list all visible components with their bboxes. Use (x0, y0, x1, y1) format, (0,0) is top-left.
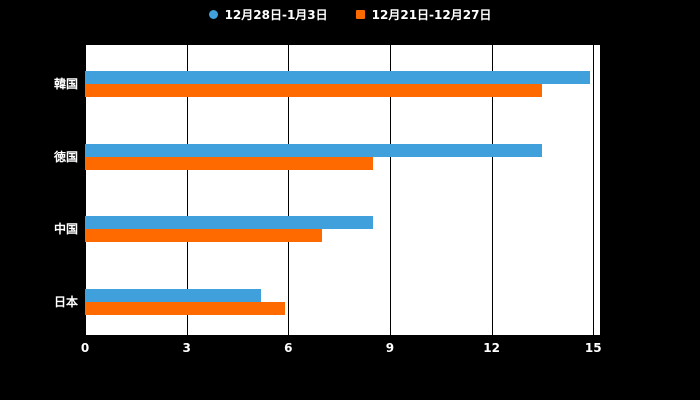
gridline (389, 45, 391, 335)
gridline (186, 45, 188, 335)
gridline (593, 45, 595, 335)
gridline (85, 45, 86, 335)
legend-label: 12月28日-1月3日 (224, 8, 328, 22)
legend-item-previous-week[interactable]: 12月21日-12月27日 (355, 6, 492, 23)
bar-12月28日-1月3日-徳国 (85, 143, 543, 157)
bar-12月21日-12月27日-中国 (85, 229, 323, 243)
plot-area (85, 45, 600, 335)
category-label-徳国: 徳国 (53, 149, 78, 164)
x-tick-label-3: 3 (182, 341, 191, 355)
legend-label: 12月21日-12月27日 (371, 8, 492, 22)
legend-marker-circle-icon (208, 10, 218, 19)
x-tick-label-9: 9 (385, 341, 395, 355)
gridline (288, 45, 290, 335)
legend-marker-square-icon (355, 10, 365, 19)
chart-legend: 12月28日-1月3日 12月21日-12月27日 (0, 6, 700, 23)
x-tick-label-12: 12 (483, 341, 500, 355)
category-label-中国: 中国 (53, 222, 78, 237)
x-tick-label-6: 6 (284, 341, 293, 355)
x-tick-label-0: 0 (80, 341, 90, 355)
category-label-日本: 日本 (53, 294, 78, 309)
bar-12月28日-1月3日-韓国 (85, 71, 590, 85)
category-label-韓国: 韓国 (53, 77, 78, 92)
bar-12月28日-1月3日-中国 (85, 216, 373, 230)
bar-12月21日-12月27日-日本 (85, 301, 285, 315)
bar-12月21日-12月27日-韓国 (85, 84, 543, 98)
bar-12月28日-1月3日-日本 (85, 288, 262, 302)
gridline (491, 45, 493, 335)
legend-item-current-week[interactable]: 12月28日-1月3日 (208, 6, 328, 23)
bar-12月21日-12月27日-徳国 (85, 156, 373, 170)
x-tick-label-15: 15 (584, 341, 602, 355)
